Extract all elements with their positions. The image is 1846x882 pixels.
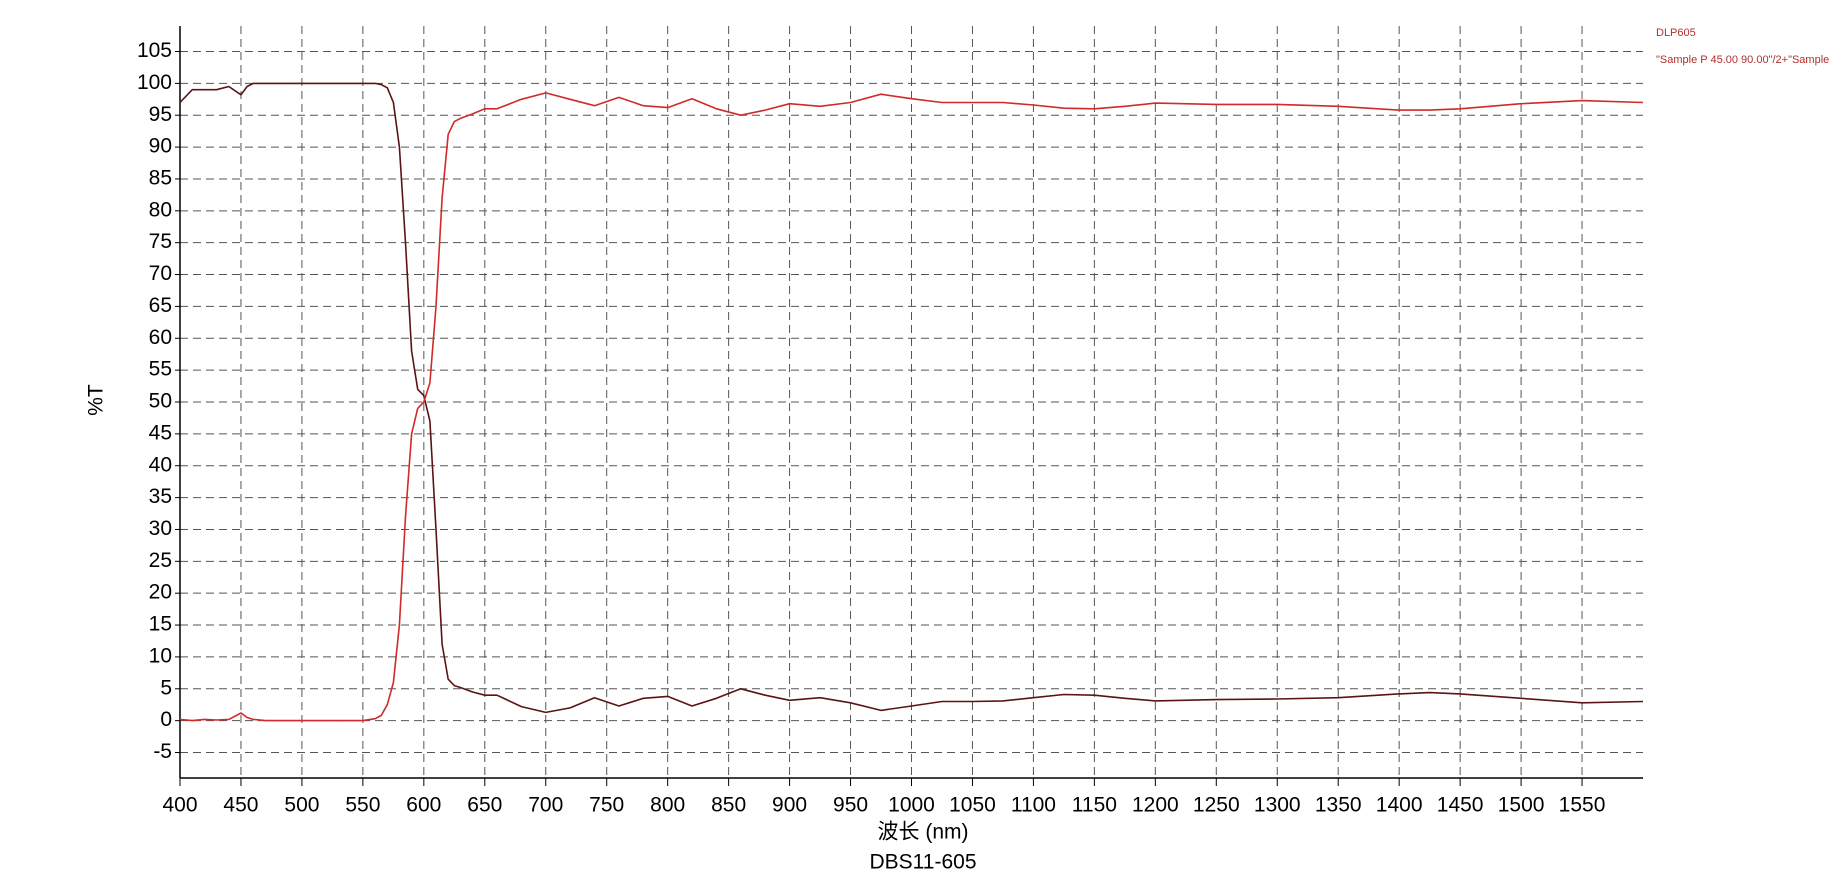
x-tick-label: 500 xyxy=(284,794,319,817)
x-tick-label: 1000 xyxy=(888,794,935,817)
y-tick-label: 55 xyxy=(149,358,172,381)
x-axis-label: 波长 (nm) xyxy=(878,821,969,844)
x-tick-label: 1450 xyxy=(1437,794,1484,817)
series-line xyxy=(179,92,1644,722)
y-tick-label: 40 xyxy=(149,453,172,476)
y-tick-label: 20 xyxy=(149,581,172,604)
x-tick-label: 900 xyxy=(772,794,807,817)
x-tick-label: 550 xyxy=(345,794,380,817)
y-tick-label: 50 xyxy=(149,390,172,413)
y-tick-label: 25 xyxy=(149,549,172,572)
x-tick-label: 1300 xyxy=(1254,794,1301,817)
y-tick-label: 95 xyxy=(149,103,172,126)
x-tick-label: 1550 xyxy=(1559,794,1606,817)
x-tick-label: 1050 xyxy=(949,794,996,817)
y-tick-label: 90 xyxy=(149,135,172,158)
y-tick-label: 45 xyxy=(149,421,172,444)
x-tick-label: 1150 xyxy=(1072,794,1117,817)
y-tick-label: -5 xyxy=(153,740,172,763)
y-tick-label: 5 xyxy=(160,676,172,699)
x-tick-label: 1400 xyxy=(1376,794,1423,817)
y-tick-label: 10 xyxy=(149,644,172,667)
x-tick-label: 1100 xyxy=(1011,794,1056,817)
y-tick-label: 105 xyxy=(137,39,172,62)
x-tick-label: 1350 xyxy=(1315,794,1362,817)
y-tick-label: 0 xyxy=(160,708,172,731)
x-tick-label: 1200 xyxy=(1132,794,1179,817)
x-tick-label: 450 xyxy=(223,794,258,817)
chart-title: DBS11-605 xyxy=(869,851,976,874)
x-tick-label: 1500 xyxy=(1498,794,1545,817)
y-tick-label: 70 xyxy=(149,262,172,285)
y-tick-label: 80 xyxy=(149,198,172,221)
x-tick-label: 850 xyxy=(711,794,746,817)
y-tick-label: 60 xyxy=(149,326,172,349)
x-tick-label: 400 xyxy=(162,794,197,817)
x-tick-label: 750 xyxy=(589,794,624,817)
x-tick-label: 600 xyxy=(406,794,441,817)
legend-entry: DLP605 xyxy=(1656,27,1696,39)
series-line xyxy=(179,82,1644,714)
x-tick-label: 650 xyxy=(467,794,502,817)
y-tick-label: 35 xyxy=(149,485,172,508)
y-tick-label: 65 xyxy=(149,294,172,317)
y-tick-label: 15 xyxy=(149,613,172,636)
x-tick-label: 800 xyxy=(650,794,685,817)
x-tick-label: 1250 xyxy=(1193,794,1240,817)
x-tick-label: 950 xyxy=(833,794,868,817)
x-tick-label: 700 xyxy=(528,794,563,817)
y-tick-label: 100 xyxy=(137,71,172,94)
y-tick-label: 30 xyxy=(149,517,172,540)
y-tick-label: 85 xyxy=(149,166,172,189)
legend-entry: "Sample P 45.00 90.00"/2+"Sample xyxy=(1656,54,1829,66)
y-tick-label: 75 xyxy=(149,230,172,253)
y-axis-label: %T xyxy=(85,384,108,416)
